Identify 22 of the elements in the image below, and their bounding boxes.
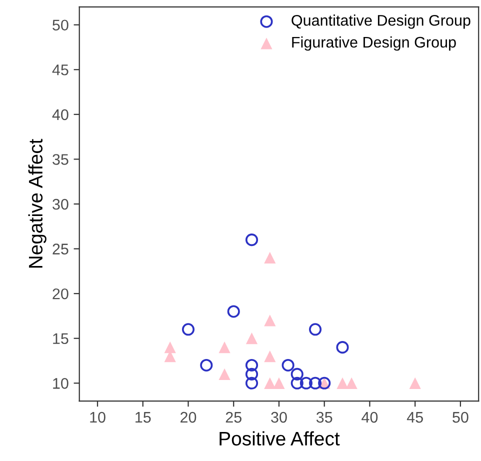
x-tick-label: 50	[452, 412, 468, 423]
y-tick-label: 50	[52, 20, 68, 31]
x-tick-label: 30	[271, 412, 287, 423]
x-tick-label: 45	[406, 412, 423, 423]
y-tick-label: 10	[53, 378, 68, 389]
x-tick-label: 25	[226, 412, 242, 423]
y-tick-label: 40	[52, 109, 68, 120]
legend-label: Quantitative Design Group	[292, 14, 470, 29]
y-tick-label: 35	[52, 154, 68, 165]
y-tick-label: 45	[52, 64, 68, 76]
y-tick-label: 25	[52, 244, 68, 254]
y-tick-label: 15	[53, 333, 68, 344]
x-tick-label: 40	[362, 412, 378, 423]
x-axis-title: Positive Affect	[220, 431, 340, 446]
y-tick-label: 20	[52, 288, 68, 300]
x-tick-label: 15	[136, 412, 151, 423]
legend-label: Figurative Design Group	[292, 36, 456, 51]
x-tick-label: 35	[316, 412, 332, 423]
x-tick-label: 10	[90, 412, 106, 423]
x-tick-label: 20	[180, 412, 196, 423]
y-axis-title: Negative Affect	[28, 138, 46, 268]
y-tick-label: 30	[52, 198, 68, 210]
